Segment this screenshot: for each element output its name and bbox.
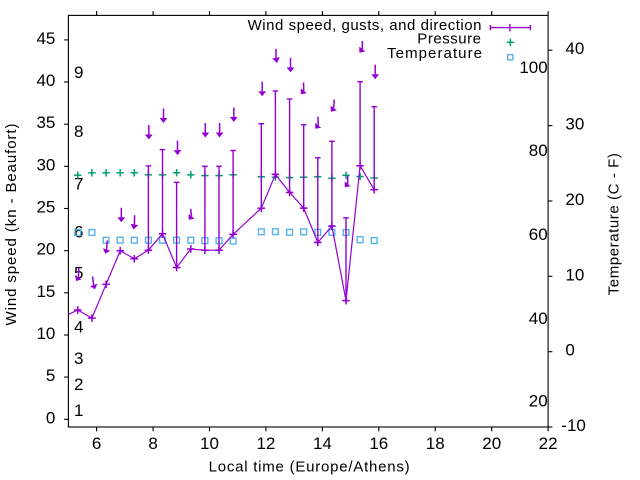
svg-text:Temperature: Temperature xyxy=(387,45,482,62)
svg-text:6: 6 xyxy=(74,222,83,241)
svg-text:45: 45 xyxy=(36,29,55,48)
svg-text:40: 40 xyxy=(529,309,548,328)
svg-text:30: 30 xyxy=(36,155,55,174)
svg-text:15: 15 xyxy=(36,282,55,301)
svg-text:20: 20 xyxy=(529,391,548,410)
svg-text:Pressure: Pressure xyxy=(417,31,481,48)
svg-text:40: 40 xyxy=(565,39,584,58)
svg-text:16: 16 xyxy=(369,434,388,453)
svg-text:8: 8 xyxy=(74,122,83,141)
svg-text:6: 6 xyxy=(92,434,101,453)
svg-text:10: 10 xyxy=(36,324,55,343)
svg-text:100: 100 xyxy=(519,58,547,77)
svg-text:20: 20 xyxy=(565,190,584,209)
svg-text:1: 1 xyxy=(74,401,83,420)
svg-text:20: 20 xyxy=(482,434,501,453)
svg-text:25: 25 xyxy=(36,198,55,217)
svg-text:2: 2 xyxy=(74,375,83,394)
svg-text:30: 30 xyxy=(565,115,584,134)
svg-text:4: 4 xyxy=(74,317,83,336)
svg-text:Local time (Europe/Athens): Local time (Europe/Athens) xyxy=(209,459,410,476)
svg-text:Wind speed (kn - Beaufort): Wind speed (kn - Beaufort) xyxy=(3,124,20,326)
svg-text:12: 12 xyxy=(256,434,275,453)
svg-text:7: 7 xyxy=(74,174,83,193)
svg-text:20: 20 xyxy=(36,240,55,259)
svg-text:Temperature (C - F): Temperature (C - F) xyxy=(605,153,622,295)
svg-text:80: 80 xyxy=(529,141,548,160)
svg-text:-10: -10 xyxy=(561,416,586,435)
svg-text:3: 3 xyxy=(74,349,83,368)
svg-text:5: 5 xyxy=(46,366,55,385)
svg-text:10: 10 xyxy=(200,434,219,453)
svg-text:0: 0 xyxy=(46,408,55,427)
svg-text:8: 8 xyxy=(148,434,157,453)
svg-text:10: 10 xyxy=(565,265,584,284)
svg-text:Wind speed, gusts, and directi: Wind speed, gusts, and direction xyxy=(248,17,482,34)
svg-text:60: 60 xyxy=(529,225,548,244)
svg-text:14: 14 xyxy=(313,434,332,453)
svg-text:9: 9 xyxy=(74,63,83,82)
svg-text:35: 35 xyxy=(36,113,55,132)
svg-text:22: 22 xyxy=(539,434,558,453)
svg-text:18: 18 xyxy=(426,434,445,453)
svg-text:40: 40 xyxy=(36,71,55,90)
svg-text:0: 0 xyxy=(565,341,574,360)
